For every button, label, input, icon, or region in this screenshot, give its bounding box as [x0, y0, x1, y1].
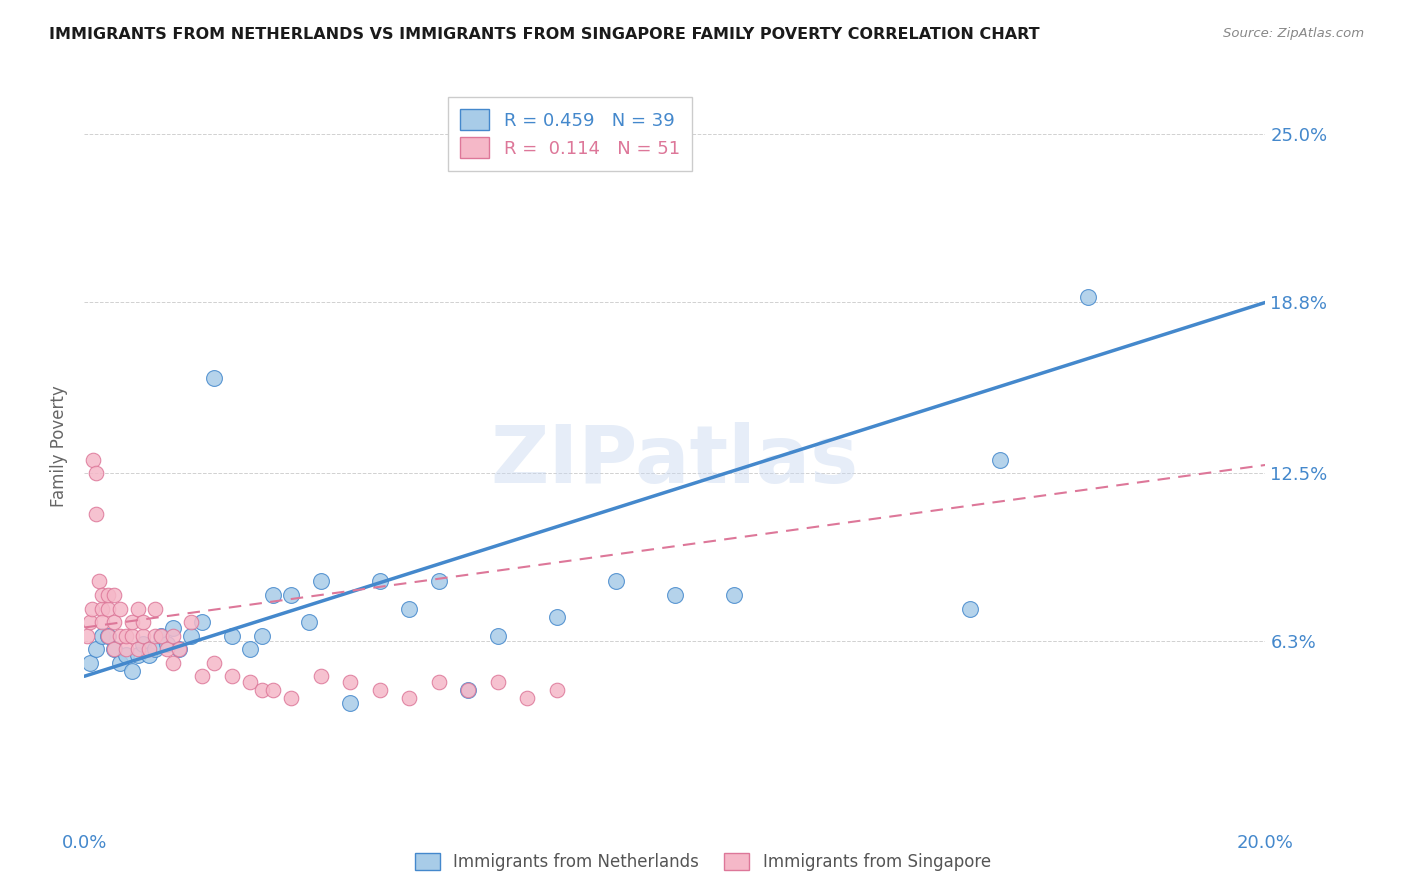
Legend: R = 0.459   N = 39, R =  0.114   N = 51: R = 0.459 N = 39, R = 0.114 N = 51 — [447, 96, 692, 171]
Point — [84, 466, 107, 480]
Point — [398, 690, 420, 705]
Point — [180, 615, 202, 629]
Point — [398, 601, 420, 615]
Point — [108, 656, 131, 670]
Point — [959, 601, 981, 615]
Point — [486, 674, 509, 689]
Point — [162, 629, 184, 643]
Point — [80, 601, 103, 615]
Point — [103, 588, 125, 602]
Point — [127, 648, 149, 662]
Point — [457, 682, 479, 697]
Point — [108, 629, 131, 643]
Point — [280, 690, 302, 705]
Point — [202, 371, 225, 385]
Point — [162, 656, 184, 670]
Point — [156, 637, 179, 651]
Point — [664, 588, 686, 602]
Point — [298, 615, 321, 629]
Point — [309, 669, 332, 683]
Point — [97, 629, 120, 643]
Point — [103, 642, 125, 657]
Point — [239, 642, 262, 657]
Point — [150, 629, 173, 643]
Point — [91, 615, 114, 629]
Point — [103, 615, 125, 629]
Point — [79, 656, 101, 670]
Point — [368, 574, 391, 589]
Point — [97, 588, 120, 602]
Point — [150, 629, 173, 643]
Point — [82, 452, 104, 467]
Point — [221, 629, 243, 643]
Point — [87, 574, 111, 589]
Point — [250, 629, 273, 643]
Point — [103, 642, 125, 657]
Point — [368, 682, 391, 697]
Point — [262, 588, 284, 602]
Point — [191, 669, 214, 683]
Point — [143, 642, 166, 657]
Point — [605, 574, 627, 589]
Y-axis label: Family Poverty: Family Poverty — [51, 385, 69, 507]
Point — [221, 669, 243, 683]
Point — [132, 637, 155, 651]
Point — [486, 629, 509, 643]
Point — [97, 601, 120, 615]
Text: ZIPatlas: ZIPatlas — [491, 422, 859, 500]
Point — [239, 674, 262, 689]
Point — [167, 642, 190, 657]
Point — [76, 629, 98, 643]
Point — [1077, 290, 1099, 304]
Point — [79, 615, 101, 629]
Point — [91, 601, 114, 615]
Point — [84, 642, 107, 657]
Legend: Immigrants from Netherlands, Immigrants from Singapore: Immigrants from Netherlands, Immigrants … — [406, 845, 1000, 880]
Point — [91, 588, 114, 602]
Point — [180, 629, 202, 643]
Point — [427, 674, 450, 689]
Point — [132, 629, 155, 643]
Point — [339, 697, 361, 711]
Point — [427, 574, 450, 589]
Point — [202, 656, 225, 670]
Point — [121, 629, 143, 643]
Point — [114, 648, 136, 662]
Point — [132, 615, 155, 629]
Point — [97, 629, 120, 643]
Text: Source: ZipAtlas.com: Source: ZipAtlas.com — [1223, 27, 1364, 40]
Point — [309, 574, 332, 589]
Point — [143, 601, 166, 615]
Point — [280, 588, 302, 602]
Point — [143, 629, 166, 643]
Text: 20.0%: 20.0% — [1237, 834, 1294, 852]
Point — [114, 629, 136, 643]
Point — [156, 642, 179, 657]
Point — [84, 507, 107, 521]
Point — [723, 588, 745, 602]
Point — [339, 674, 361, 689]
Point — [988, 452, 1011, 467]
Point — [516, 690, 538, 705]
Point — [138, 642, 160, 657]
Point — [114, 642, 136, 657]
Point — [262, 682, 284, 697]
Point — [121, 664, 143, 678]
Point — [162, 620, 184, 634]
Text: 0.0%: 0.0% — [62, 834, 107, 852]
Point — [167, 642, 190, 657]
Point — [546, 682, 568, 697]
Point — [138, 648, 160, 662]
Point — [91, 629, 114, 643]
Point — [457, 682, 479, 697]
Point — [546, 609, 568, 624]
Text: IMMIGRANTS FROM NETHERLANDS VS IMMIGRANTS FROM SINGAPORE FAMILY POVERTY CORRELAT: IMMIGRANTS FROM NETHERLANDS VS IMMIGRANT… — [49, 27, 1040, 42]
Point — [108, 601, 131, 615]
Point — [191, 615, 214, 629]
Point — [127, 601, 149, 615]
Point — [121, 615, 143, 629]
Point — [250, 682, 273, 697]
Point — [127, 642, 149, 657]
